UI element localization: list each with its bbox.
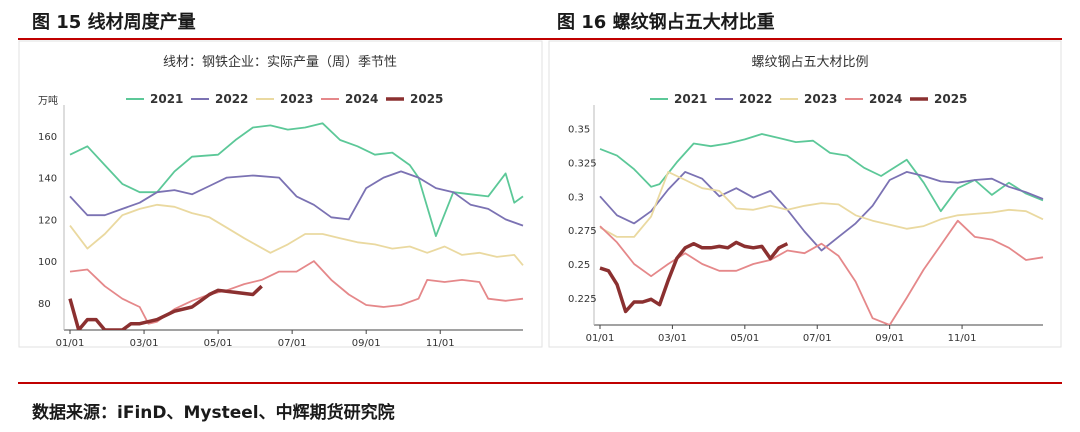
x-tick-label: 11/01 [426,338,455,349]
legend-label: 2024 [869,92,902,106]
series-line-2022 [69,170,524,227]
legend-label: 2022 [215,92,248,106]
chart-frame [18,40,543,348]
series-line-2025 [68,284,263,330]
source-note: 数据来源：iFinD、Mysteel、中辉期货研究院 [32,403,395,423]
y-tick-label: 120 [38,215,57,226]
series-line-2022 [599,171,1044,252]
bottom-divider [18,382,1062,384]
x-tick-label: 05/01 [730,333,759,344]
y-tick-label: 0.35 [568,125,590,136]
legend-item-2025: 2025 [386,92,443,106]
x-tick-label: 03/01 [658,333,687,344]
legend-item-2022: 2022 [191,92,248,106]
series-line-2024 [599,219,1044,325]
x-tick-label: 05/01 [204,338,233,349]
legend-label: 2024 [345,92,378,106]
right-figure-label: 图 16 螺纹钢占五大材比重 [557,12,775,33]
y-tick-label: 0.275 [568,226,597,237]
y-tick-label: 80 [38,299,51,310]
x-tick-label: 01/01 [56,338,85,349]
legend-item-2023: 2023 [256,92,313,106]
y-tick-label: 0.225 [568,294,597,305]
y-tick-label: 0.325 [568,158,597,169]
series-line-2024 [69,260,524,325]
y-tick-label: 140 [38,174,57,185]
series-line-2021 [599,133,1044,213]
legend-item-2022: 2022 [715,92,772,106]
legend-item-2023: 2023 [780,92,837,106]
series-line-2025 [599,240,789,314]
y-tick-label: 0.3 [568,192,584,203]
legend-label: 2025 [410,92,443,106]
chart-title: 线材：钢铁企业：实际产量（周）季节性 [163,54,397,70]
y-unit-label: 万吨 [38,94,58,107]
legend-item-2021: 2021 [126,92,183,106]
legend-label: 2022 [739,92,772,106]
legend-label: 2023 [280,92,313,106]
x-tick-label: 03/01 [130,338,159,349]
legend-label: 2021 [674,92,707,106]
series-line-2023 [69,203,524,266]
legend-item-2021: 2021 [650,92,707,106]
left-figure-label: 图 15 线材周度产量 [32,12,196,33]
y-tick-label: 160 [38,132,57,143]
x-tick-label: 07/01 [803,333,832,344]
series-line-2023 [599,171,1044,238]
legend-item-2024: 2024 [321,92,378,106]
y-tick-label: 0.25 [568,260,590,271]
legend-label: 2021 [150,92,183,106]
legend-label: 2023 [804,92,837,106]
x-tick-label: 11/01 [948,333,977,344]
chart-frame [548,40,1062,348]
right-chart: 螺纹钢占五大材比例 2021 2022 2023 2024 2025 0.225 0.25 0.… [548,40,1062,348]
x-tick-label: 09/01 [875,333,904,344]
legend-item-2024: 2024 [845,92,902,106]
x-tick-label: 01/01 [586,333,615,344]
chart-title: 螺纹钢占五大材比例 [751,55,868,70]
legend-label: 2025 [934,92,967,106]
y-tick-label: 100 [38,257,57,268]
x-tick-label: 09/01 [352,338,381,349]
legend-item-2025: 2025 [910,92,967,106]
series-line-2021 [69,122,524,237]
x-tick-label: 07/01 [278,338,307,349]
top-divider [18,38,1062,40]
